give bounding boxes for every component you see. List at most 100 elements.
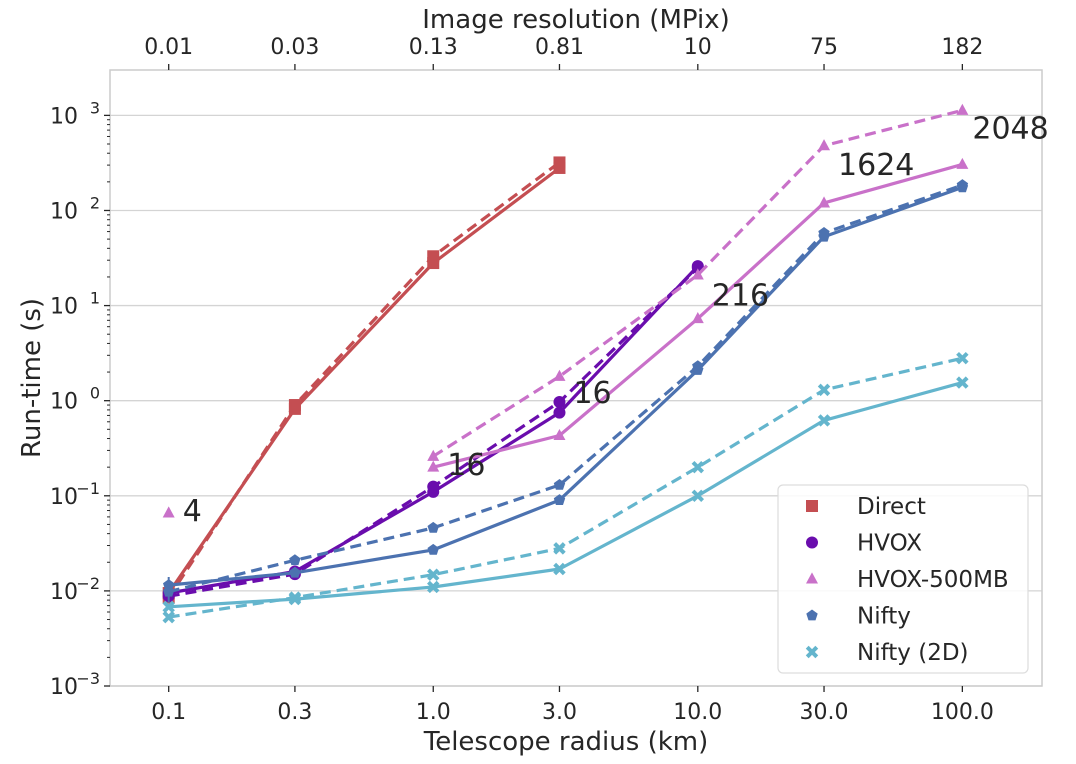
series-nifty-2d-point — [553, 542, 566, 555]
series-nifty — [163, 179, 969, 597]
legend-label: HVOX — [857, 531, 922, 557]
top-axis-title: Image resolution (MPix) — [422, 5, 729, 35]
annotation-label: 1624 — [838, 148, 914, 183]
legend-marker — [806, 572, 818, 584]
y-tick-exponent: −3 — [76, 669, 100, 688]
y-tick-base: 10 — [50, 390, 78, 415]
series-nifty-2d-point — [817, 414, 831, 427]
y-tick-exponent: 0 — [90, 384, 100, 403]
x-tick-label: 0.1 — [151, 700, 186, 725]
series-nifty-2d-point — [288, 591, 302, 604]
legend-marker — [806, 609, 818, 621]
series-hvox-500mb-point — [427, 460, 440, 472]
y-tick-label: 10 — [50, 675, 78, 700]
x-tick-label: 100.0 — [931, 700, 994, 725]
y-tick-label: 10 — [50, 295, 78, 320]
series-nifty-point — [553, 479, 566, 490]
y-axis-title: Run-time (s) — [17, 298, 47, 458]
series-direct-dashed-line — [167, 161, 561, 599]
top-tick-label: 182 — [941, 35, 983, 60]
annotations: 4 16 16 216 1624 2048 — [183, 112, 1049, 529]
legend-label: Nifty — [857, 604, 911, 630]
series-hvox-500mb-point — [162, 506, 175, 518]
series-nifty-2d-point — [427, 580, 440, 594]
series-hvox-500mb-dashed-line — [432, 108, 963, 458]
top-tick-label: 0.81 — [535, 35, 584, 60]
series-nifty-2d-point — [817, 383, 831, 397]
x-marker-stroke — [427, 580, 440, 594]
series-nifty-point — [427, 543, 439, 555]
y-tick-label: 10 — [50, 390, 78, 415]
legend-box — [777, 484, 1029, 674]
series-nifty-point — [289, 566, 301, 578]
y-tick-base: 10 — [50, 104, 78, 129]
x-marker-stroke — [817, 383, 831, 397]
x-marker-stroke — [691, 460, 705, 474]
y-tick-label: 10 — [50, 104, 78, 129]
x-tick-label: 30.0 — [800, 700, 849, 725]
series-nifty-point — [427, 521, 439, 533]
x-tick-label: 1.0 — [416, 700, 451, 725]
x-marker-stroke — [162, 610, 175, 624]
x-tick-label: 10.0 — [673, 700, 722, 725]
series-hvox-500mb-point — [691, 311, 704, 324]
legend: Direct HVOX HVOX-500MB Nifty Nifty (2D) — [777, 484, 1029, 674]
series-nifty-point — [956, 179, 969, 190]
x-marker-stroke — [553, 562, 566, 576]
y-tick-exponent: 2 — [90, 193, 100, 212]
series-hvox-500mb-point — [553, 369, 566, 381]
y-tick-base: 10 — [50, 485, 78, 510]
y-tick-label: 10 — [50, 580, 78, 605]
legend-marker — [806, 500, 818, 512]
series-nifty-point — [818, 227, 830, 238]
legend-marker — [806, 536, 818, 549]
top-tick-label: 75 — [810, 35, 838, 60]
x-marker-stroke — [691, 489, 705, 503]
series-hvox-500mb-point — [818, 196, 831, 208]
top-tick-label: 0.03 — [270, 35, 319, 60]
series-nifty-2d-point — [691, 460, 705, 474]
y-tick-exponent: −1 — [76, 479, 100, 498]
series-nifty-2d-point — [427, 568, 440, 581]
series-nifty-point — [289, 554, 301, 566]
series-direct-point — [553, 156, 566, 169]
x-tick-label: 0.3 — [277, 700, 312, 725]
series-direct-point — [288, 399, 301, 412]
y-tick-base: 10 — [50, 580, 78, 605]
series-nifty-point — [692, 360, 704, 372]
series-nifty-2d-point — [956, 376, 969, 389]
series-direct — [162, 156, 566, 604]
series-hvox-500mb-point — [691, 268, 704, 280]
top-tick-label: 0.01 — [144, 35, 193, 60]
annotation-label: 4 — [183, 494, 202, 529]
series-nifty-2d-point — [956, 351, 969, 365]
x-marker-stroke — [162, 600, 175, 614]
legend-label: Direct — [857, 494, 926, 520]
series-hvox-point — [427, 480, 440, 493]
series-nifty-2d-point — [162, 600, 175, 614]
series-direct-point — [427, 250, 440, 263]
annotation-label: 216 — [712, 279, 769, 314]
x-marker-stroke — [956, 376, 969, 389]
y-tick-label: 10 — [50, 199, 78, 224]
annotation-label: 2048 — [972, 112, 1048, 147]
y-tick-exponent: −2 — [76, 574, 100, 593]
series-hvox-500mb-point — [818, 139, 831, 151]
series-nifty-2d-point — [162, 610, 175, 624]
x-marker-stroke — [427, 568, 440, 581]
series-hvox-point — [553, 406, 566, 419]
series-hvox-500mb-point — [427, 449, 440, 461]
annotation-label: 16 — [447, 448, 485, 483]
series-hvox-500mb-point — [956, 103, 969, 115]
series-hvox-500mb-point — [956, 157, 969, 169]
series-nifty-point — [553, 494, 566, 505]
legend-label: Nifty (2D) — [857, 640, 969, 666]
y-tick-base: 10 — [50, 199, 78, 224]
legend-label: HVOX-500MB — [857, 567, 1009, 593]
y-tick-exponent: 3 — [90, 98, 100, 117]
x-marker-stroke — [288, 591, 302, 604]
annotation-label: 16 — [573, 376, 611, 411]
series-hvox-500mb — [162, 103, 969, 518]
